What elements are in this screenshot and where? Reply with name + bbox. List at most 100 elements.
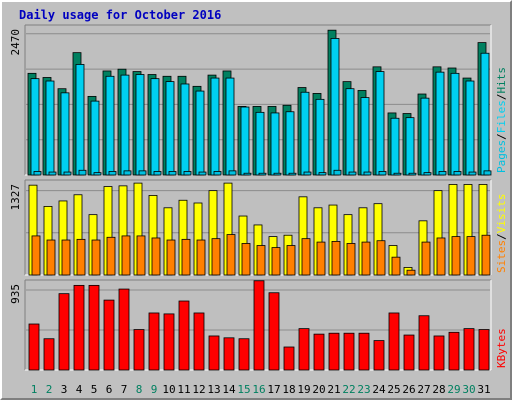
bar-kbytes xyxy=(268,292,280,371)
bar-pages xyxy=(303,171,312,176)
bar-pages xyxy=(258,172,267,176)
bar-files xyxy=(105,75,115,176)
bar-pages xyxy=(393,172,402,176)
bar-pages xyxy=(363,171,372,176)
bar-files xyxy=(90,100,100,176)
bar-kbytes xyxy=(403,334,415,371)
bar-sites xyxy=(211,238,221,276)
bar-pages xyxy=(378,171,387,176)
day-label: 7 xyxy=(121,383,128,396)
bar-pages xyxy=(108,171,117,176)
day-label: 6 xyxy=(106,383,113,396)
day-label: 29 xyxy=(447,383,460,396)
bar-files xyxy=(45,80,55,176)
bar-pages xyxy=(93,172,102,176)
bar-kbytes xyxy=(223,337,235,371)
bar-files xyxy=(165,81,175,176)
day-label: 12 xyxy=(192,383,205,396)
day-label: 28 xyxy=(432,383,445,396)
legend: KBytes xyxy=(495,328,508,368)
bar-pages xyxy=(423,172,432,176)
bar-pages xyxy=(243,172,252,176)
bar-sites xyxy=(226,234,236,276)
bar-kbytes xyxy=(433,335,445,371)
bar-kbytes xyxy=(103,299,115,371)
bar-sites xyxy=(136,235,146,276)
bar-files xyxy=(195,90,205,176)
day-label: 13 xyxy=(207,383,220,396)
day-label: 27 xyxy=(417,383,430,396)
bar-pages xyxy=(333,169,342,176)
bar-sites xyxy=(391,256,401,276)
bar-sites xyxy=(241,243,251,276)
bar-pages xyxy=(273,172,282,176)
bar-sites xyxy=(436,237,446,276)
bar-sites xyxy=(271,247,281,276)
bar-kbytes xyxy=(193,312,205,371)
bar-kbytes xyxy=(163,313,175,371)
bar-kbytes xyxy=(238,338,250,371)
bar-files xyxy=(30,78,40,176)
bar-pages xyxy=(438,171,447,176)
y-max-label: 935 xyxy=(9,284,22,304)
panel-middle: 1327 Sites/Visits xyxy=(9,179,508,276)
bar-files xyxy=(330,38,340,176)
bar-pages xyxy=(78,169,87,176)
day-label: 15 xyxy=(237,383,250,396)
bar-pages xyxy=(153,171,162,176)
bar-sites xyxy=(121,235,131,276)
legend-entry: Files xyxy=(495,100,508,133)
bar-files xyxy=(435,71,445,176)
bar-sites xyxy=(106,236,116,276)
bar-sites xyxy=(31,235,41,276)
bar-pages xyxy=(468,171,477,176)
bar-files xyxy=(210,77,220,176)
bar-sites xyxy=(316,241,326,276)
day-label: 21 xyxy=(327,383,340,396)
bar-kbytes xyxy=(283,346,295,371)
legend-entry: / xyxy=(495,233,508,240)
legend-entry: KBytes xyxy=(495,328,508,368)
day-label: 31 xyxy=(477,383,490,396)
bar-kbytes xyxy=(133,329,145,371)
bar-files xyxy=(450,72,460,176)
day-label: 16 xyxy=(252,383,265,396)
bar-sites xyxy=(181,238,191,276)
bar-kbytes xyxy=(478,329,490,371)
bar-kbytes xyxy=(463,328,475,371)
legend-entry: Hits xyxy=(495,67,508,94)
bar-kbytes xyxy=(118,288,130,371)
bar-files xyxy=(75,64,85,176)
legend-entry: / xyxy=(495,133,508,140)
bar-kbytes xyxy=(358,332,370,371)
bar-sites xyxy=(406,269,416,276)
bar-kbytes xyxy=(88,284,100,371)
day-label: 19 xyxy=(297,383,310,396)
day-label: 11 xyxy=(177,383,190,396)
day-label: 24 xyxy=(372,383,386,396)
bar-files xyxy=(300,91,310,176)
day-label: 22 xyxy=(342,383,355,396)
day-label: 1 xyxy=(31,383,38,396)
bar-pages xyxy=(453,171,462,176)
bar-sites xyxy=(91,239,101,276)
bar-kbytes xyxy=(148,312,160,371)
day-label: 26 xyxy=(402,383,415,396)
bar-pages xyxy=(288,172,297,176)
bar-kbytes xyxy=(343,332,355,371)
bar-sites xyxy=(46,239,56,276)
bar-files xyxy=(360,97,370,176)
bar-pages xyxy=(48,171,57,176)
day-label: 25 xyxy=(387,383,400,396)
bar-files xyxy=(465,80,475,176)
bar-files xyxy=(60,92,70,176)
bar-sites xyxy=(76,238,86,276)
bar-files xyxy=(120,74,130,176)
y-max-label: 2470 xyxy=(9,29,22,56)
bar-sites xyxy=(346,243,356,276)
bar-files xyxy=(270,112,280,176)
bar-files xyxy=(375,71,385,176)
bar-sites xyxy=(196,239,206,276)
